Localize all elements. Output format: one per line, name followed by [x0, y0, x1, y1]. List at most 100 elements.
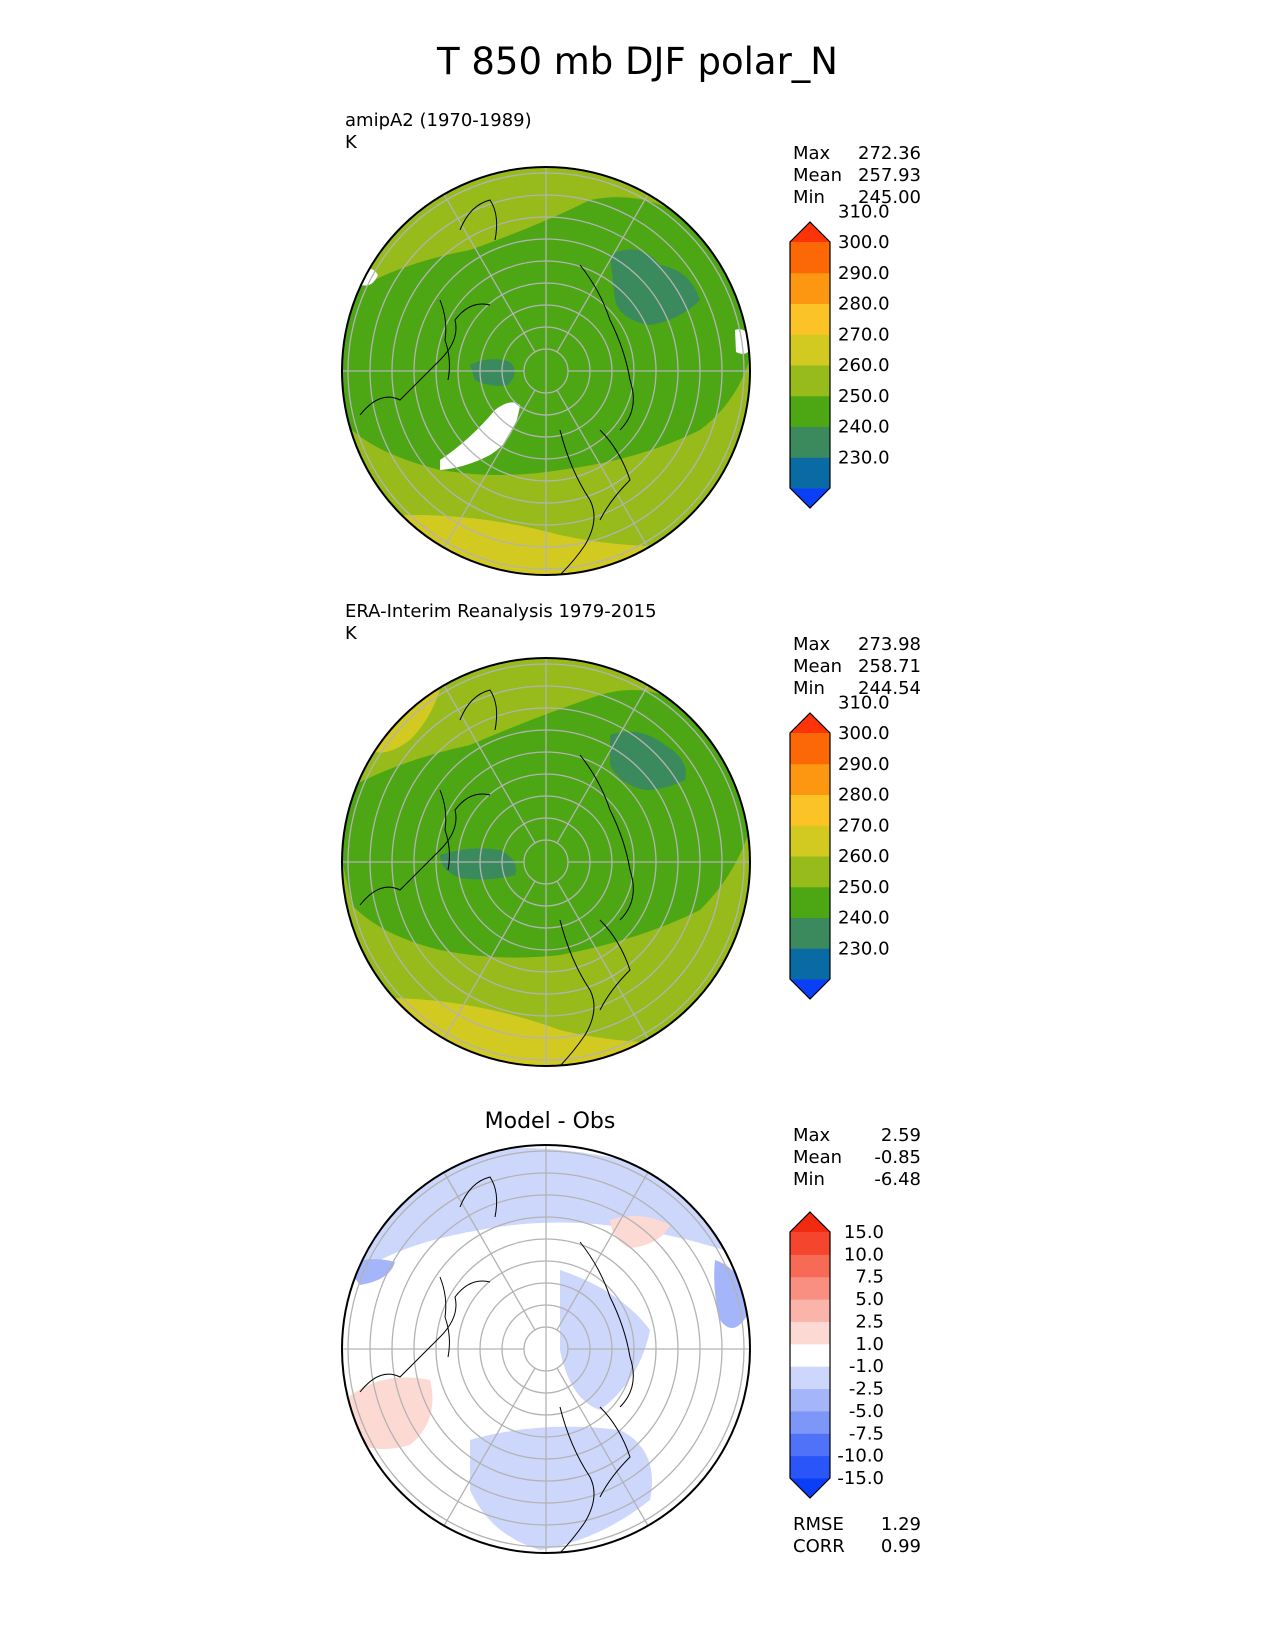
map-3-border [341, 1144, 751, 1554]
colorbar-swatch [790, 303, 830, 335]
stat-value: 272.36 [858, 143, 921, 164]
colorbar-extend-min [790, 488, 830, 508]
panel-2-stats: Max 273.98 Mean 258.71 Min 244.54 [793, 634, 921, 700]
colorbar-tick-label: 260.0 [838, 846, 890, 867]
colorbar-tick-label: 250.0 [838, 877, 890, 898]
meridian-line [440, 1166, 536, 1331]
colorbar-swatch [790, 242, 830, 274]
field-280-north [370, 690, 440, 753]
colorbar-tick-label: 300.0 [838, 723, 890, 744]
colorbar-swatch [790, 1299, 830, 1322]
panel-1-units: K [345, 132, 357, 153]
map-3-graticule [342, 1145, 750, 1553]
meridian-line [556, 1166, 652, 1331]
field-250-b [470, 359, 515, 386]
stat-label: Min [793, 1169, 825, 1190]
panel-2-title-text: ERA-Interim Reanalysis 1979-2015 [345, 601, 657, 622]
colorbar-2: 230.0 240.0 250.0 260.0 270.0 280.0 290.0 300.0… [789, 692, 890, 1000]
colorbar-swatch [790, 395, 830, 427]
colorbar-outline [789, 1211, 831, 1499]
missing-data-greenland [440, 402, 520, 470]
colorbar-extend-max [790, 222, 830, 242]
stat-value: 258.71 [858, 656, 921, 677]
colorbar-1: 230.0 240.0 250.0 260.0 270.0 280.0 290.0 300.0… [789, 201, 890, 509]
colorbar-tick-label: 1.0 [855, 1334, 884, 1355]
panel-1-title: amipA2 (1970-1989) K [345, 110, 532, 154]
stat-value: -0.85 [874, 1147, 921, 1168]
map-2-graticule [342, 658, 750, 1066]
colorbar-tick-label: 280.0 [838, 294, 890, 315]
colorbar-swatch [790, 856, 830, 888]
stat-label: Mean [793, 656, 843, 677]
map-1-graticule [342, 167, 750, 575]
meridian-line [556, 880, 652, 1045]
colorbar-tick-label: 240.0 [838, 417, 890, 438]
colorbar-tick-label: -7.5 [849, 1423, 884, 1444]
map-panel-3 [341, 1144, 751, 1554]
map-2-border [341, 657, 751, 1067]
colorbar-extend-min [790, 979, 830, 999]
stat-label: Mean [793, 165, 843, 186]
colorbar-tick-label: 290.0 [838, 263, 890, 284]
colorbar-tick-label: -10.0 [837, 1446, 884, 1467]
field-neg-south [470, 1426, 652, 1550]
colorbar-swatch [790, 365, 830, 397]
colorbar-tick-label: -15.0 [837, 1468, 884, 1489]
meridian-line [440, 679, 536, 844]
meridian-line [440, 880, 536, 1045]
meridian-line [556, 679, 652, 844]
map-2-coastlines [359, 689, 634, 1066]
field-250-a [610, 249, 700, 325]
colorbar-swatch [790, 1366, 830, 1390]
colorbar-swatch [790, 1232, 830, 1255]
field-pos-west [345, 1377, 433, 1449]
stat-value: 2.59 [880, 1125, 921, 1146]
colorbar-swatch [790, 1388, 830, 1412]
colorbar-outline [789, 712, 831, 1000]
colorbar-tick-label: 230.0 [838, 938, 890, 959]
colorbar-tick-label: 260.0 [838, 355, 890, 376]
colorbar-tick-label: -2.5 [849, 1379, 884, 1400]
stat-value: -6.48 [874, 1169, 921, 1190]
colorbar-swatch [790, 825, 830, 857]
stat-value: 244.54 [858, 678, 921, 699]
field-neg-3 [714, 1260, 750, 1328]
panel-2-title: ERA-Interim Reanalysis 1979-2015 K [345, 601, 657, 645]
stat-label: Min [793, 678, 825, 699]
colorbar-swatch [790, 272, 830, 304]
colorbar-tick-label: 5.0 [855, 1289, 884, 1310]
stat-label: Mean [793, 1147, 843, 1168]
colorbar-swatch [790, 1433, 830, 1457]
stat-value: 257.93 [858, 165, 921, 186]
panel-1-stats: Max 272.36 Mean 257.93 Min 245.00 [793, 143, 921, 209]
colorbar-tick-label: 2.5 [855, 1311, 884, 1332]
metric-label: CORR [793, 1536, 845, 1557]
colorbar-tick-label: 300.0 [838, 232, 890, 253]
map-1-border [341, 166, 751, 576]
panel-3-metrics: RMSE 1.29 CORR 0.99 [793, 1514, 921, 1558]
colorbar-swatch [790, 1410, 830, 1434]
colorbar-tick-label: 15.0 [844, 1222, 884, 1243]
colorbar-swatch [790, 733, 830, 765]
colorbar-swatch [790, 794, 830, 826]
map-panel-1 [341, 166, 751, 576]
panel-2-units: K [345, 623, 357, 644]
panel-3-title: Model - Obs [484, 1109, 616, 1134]
colorbar-tick-label: 280.0 [838, 785, 890, 806]
colorbar-swatch [790, 1321, 830, 1345]
colorbar-tick-label: 270.0 [838, 815, 890, 836]
metric-label: RMSE [793, 1514, 844, 1535]
colorbar-swatch [790, 334, 830, 366]
colorbar-tick-label: 270.0 [838, 324, 890, 345]
colorbar-swatch [790, 1254, 830, 1278]
colorbar-tick-label: 230.0 [838, 447, 890, 468]
meridian-line [440, 1367, 536, 1532]
colorbar-tick-label: 240.0 [838, 908, 890, 929]
colorbar-tick-label: 310.0 [838, 201, 890, 222]
meridian-line [440, 188, 536, 353]
colorbar-swatch [790, 1455, 830, 1479]
colorbar-swatch [790, 886, 830, 918]
stat-label: Min [793, 187, 825, 208]
colorbar-swatch [790, 948, 830, 980]
